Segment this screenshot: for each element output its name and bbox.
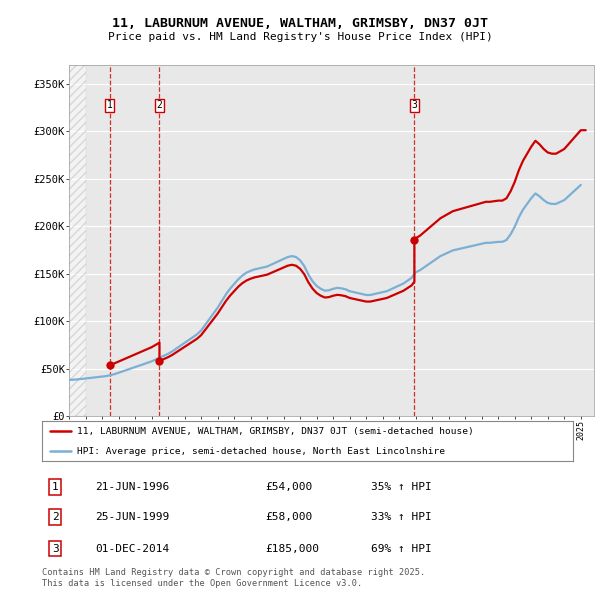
Bar (69, 65, 86, 416)
Text: Price paid vs. HM Land Registry's House Price Index (HPI): Price paid vs. HM Land Registry's House … (107, 32, 493, 42)
Text: 21-JUN-1996: 21-JUN-1996 (95, 482, 169, 492)
Text: 01-DEC-2014: 01-DEC-2014 (95, 543, 169, 553)
Text: 69% ↑ HPI: 69% ↑ HPI (371, 543, 432, 553)
Text: £185,000: £185,000 (265, 543, 319, 553)
Text: 3: 3 (52, 543, 59, 553)
Text: 33% ↑ HPI: 33% ↑ HPI (371, 512, 432, 522)
Text: 35% ↑ HPI: 35% ↑ HPI (371, 482, 432, 492)
Text: 1: 1 (107, 100, 113, 110)
Text: 11, LABURNUM AVENUE, WALTHAM, GRIMSBY, DN37 0JT: 11, LABURNUM AVENUE, WALTHAM, GRIMSBY, D… (112, 17, 488, 30)
Text: 1: 1 (52, 482, 59, 492)
Text: 2: 2 (52, 512, 59, 522)
Text: 25-JUN-1999: 25-JUN-1999 (95, 512, 169, 522)
Text: £54,000: £54,000 (265, 482, 312, 492)
Text: 3: 3 (412, 100, 418, 110)
Text: 11, LABURNUM AVENUE, WALTHAM, GRIMSBY, DN37 0JT (semi-detached house): 11, LABURNUM AVENUE, WALTHAM, GRIMSBY, D… (77, 427, 473, 436)
Text: HPI: Average price, semi-detached house, North East Lincolnshire: HPI: Average price, semi-detached house,… (77, 447, 445, 456)
Text: 2: 2 (157, 100, 163, 110)
Text: Contains HM Land Registry data © Crown copyright and database right 2025.
This d: Contains HM Land Registry data © Crown c… (42, 568, 425, 588)
Text: £58,000: £58,000 (265, 512, 312, 522)
